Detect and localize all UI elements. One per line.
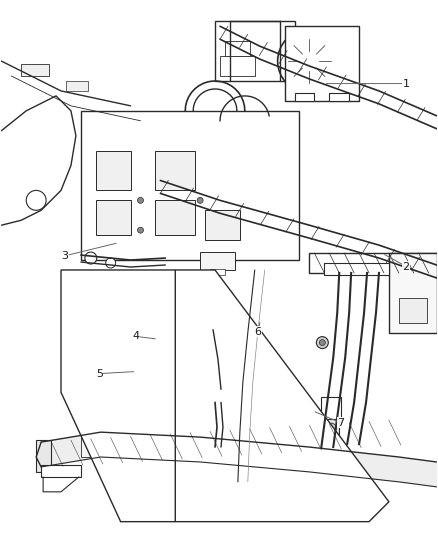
Bar bbox=[285, 26, 359, 101]
Text: 2: 2 bbox=[403, 262, 410, 271]
Circle shape bbox=[142, 444, 148, 450]
Text: 5: 5 bbox=[96, 369, 103, 378]
Circle shape bbox=[300, 51, 319, 71]
Bar bbox=[81, 437, 150, 457]
Bar bbox=[324, 434, 338, 449]
Bar bbox=[21, 64, 49, 76]
Bar bbox=[321, 397, 341, 422]
Circle shape bbox=[326, 423, 336, 433]
Bar bbox=[66, 81, 88, 91]
Bar bbox=[205, 358, 230, 387]
Bar bbox=[323, 419, 339, 437]
Bar bbox=[210, 269, 225, 275]
Bar bbox=[389, 253, 437, 333]
Circle shape bbox=[138, 227, 144, 233]
Circle shape bbox=[153, 447, 158, 451]
Text: 3: 3 bbox=[61, 251, 68, 261]
Bar bbox=[309, 253, 437, 273]
Bar bbox=[81, 111, 300, 260]
Circle shape bbox=[316, 337, 328, 349]
Bar bbox=[324, 263, 389, 275]
Bar bbox=[155, 151, 195, 190]
Bar bbox=[279, 452, 329, 474]
Bar bbox=[225, 41, 250, 56]
Circle shape bbox=[288, 39, 331, 83]
Bar bbox=[329, 93, 349, 101]
Circle shape bbox=[208, 320, 218, 330]
Bar bbox=[399, 298, 427, 322]
Text: 4: 4 bbox=[133, 332, 140, 342]
Bar bbox=[96, 151, 131, 190]
Bar bbox=[41, 465, 81, 477]
Bar bbox=[220, 56, 255, 76]
Text: 6: 6 bbox=[254, 327, 261, 337]
Bar bbox=[96, 200, 131, 235]
Bar bbox=[294, 93, 314, 101]
Circle shape bbox=[278, 29, 341, 93]
Bar bbox=[36, 440, 51, 472]
Bar bbox=[215, 21, 294, 81]
Circle shape bbox=[26, 190, 46, 211]
Circle shape bbox=[211, 322, 215, 327]
Text: 1: 1 bbox=[403, 78, 410, 88]
Bar bbox=[155, 200, 195, 235]
Circle shape bbox=[138, 197, 144, 203]
Circle shape bbox=[328, 452, 334, 458]
Polygon shape bbox=[175, 270, 389, 522]
Bar bbox=[205, 211, 240, 240]
Polygon shape bbox=[61, 270, 175, 522]
Circle shape bbox=[85, 252, 97, 264]
Circle shape bbox=[197, 197, 203, 203]
Text: 7: 7 bbox=[337, 418, 344, 428]
Bar bbox=[207, 384, 227, 402]
Circle shape bbox=[106, 258, 116, 268]
Bar bbox=[175, 442, 265, 467]
Circle shape bbox=[319, 340, 325, 345]
Bar bbox=[207, 373, 228, 382]
Circle shape bbox=[325, 449, 337, 461]
Bar bbox=[200, 252, 235, 270]
